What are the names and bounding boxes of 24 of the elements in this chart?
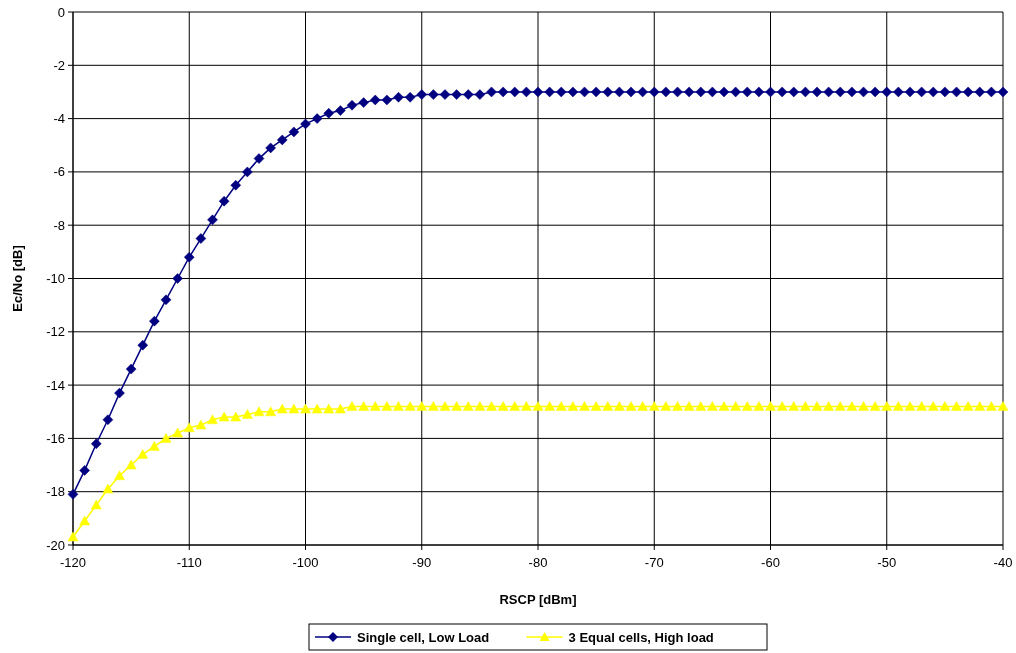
y-tick-label: -16 — [46, 430, 65, 446]
y-tick-label: -12 — [46, 324, 65, 340]
legend-label: Single cell, Low Load — [357, 629, 490, 645]
y-tick-label: 0 — [57, 4, 65, 20]
y-axis-title: Ec/No [dB] — [10, 245, 25, 312]
x-tick-label: -60 — [761, 555, 780, 570]
y-tick-label: -10 — [46, 271, 65, 287]
y-tick-label: -6 — [53, 164, 65, 180]
y-tick-label: -4 — [53, 111, 65, 127]
x-tick-label: -40 — [993, 555, 1013, 570]
legend-label: 3 Equal cells, High load — [568, 629, 714, 645]
y-tick-label: -18 — [46, 484, 65, 500]
x-tick-label: -50 — [877, 555, 897, 570]
y-tick-label: -14 — [46, 377, 65, 393]
x-tick-label: -120 — [59, 555, 87, 570]
y-tick-label: -2 — [53, 57, 65, 73]
x-tick-label: -110 — [176, 555, 202, 570]
x-axis-title: RSCP [dBm] — [499, 592, 577, 607]
x-tick-label: -100 — [292, 555, 319, 570]
x-tick-label: -70 — [644, 555, 664, 570]
x-tick-label: -90 — [412, 555, 432, 570]
x-tick-label: -80 — [528, 555, 548, 570]
y-tick-label: -8 — [53, 217, 65, 233]
y-tick-label: -20 — [46, 537, 65, 553]
